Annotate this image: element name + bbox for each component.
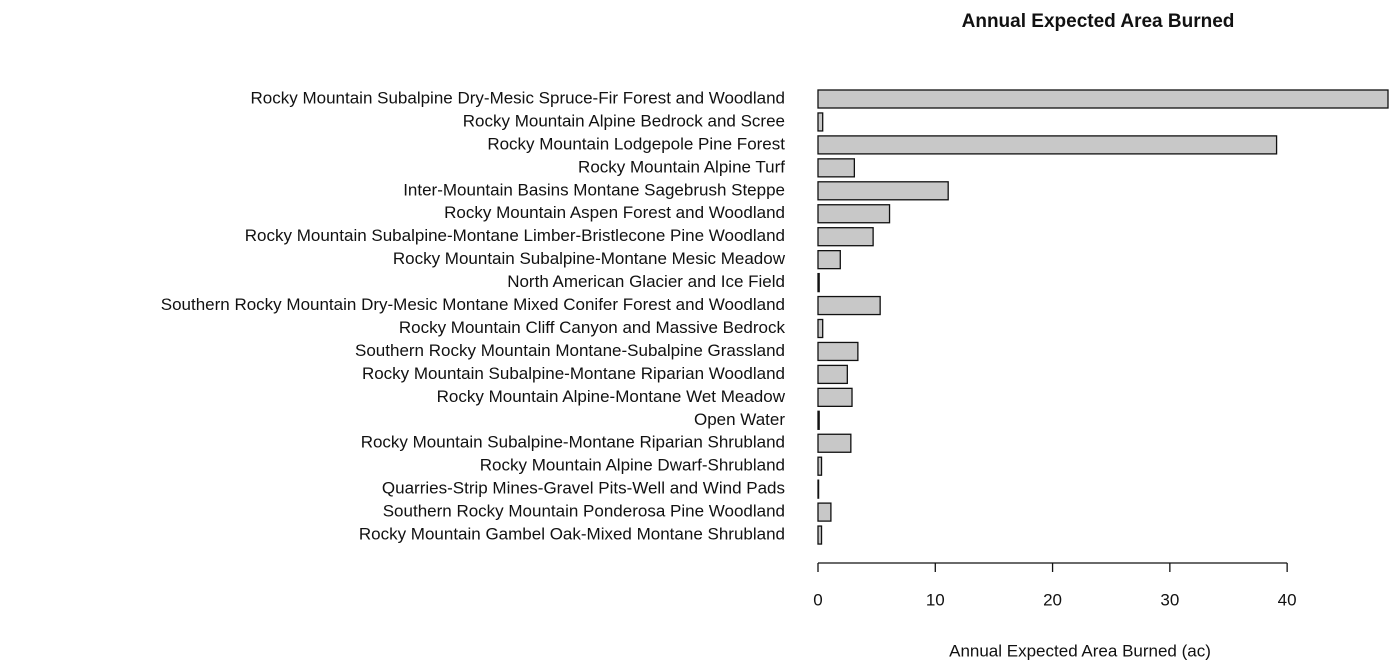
y-tick-label: Open Water [694, 410, 785, 429]
y-tick-label: Rocky Mountain Subalpine-Montane Riparia… [361, 433, 785, 452]
x-tick-label: 40 [1278, 590, 1297, 609]
bar [817, 479, 820, 499]
y-tick-label: Southern Rocky Mountain Ponderosa Pine W… [383, 502, 785, 521]
bar [817, 272, 820, 293]
y-tick-label: Rocky Mountain Subalpine Dry-Mesic Spruc… [251, 88, 785, 107]
bar [817, 204, 891, 224]
bar [817, 135, 1278, 155]
y-tick-label: Rocky Mountain Subalpine-Montane Riparia… [362, 364, 785, 383]
bar [817, 502, 832, 522]
bar [817, 364, 848, 385]
bar [817, 249, 841, 270]
bar [817, 387, 853, 408]
y-tick-label: Inter-Mountain Basins Montane Sagebrush … [403, 180, 785, 199]
bar [817, 318, 824, 339]
bar [817, 112, 824, 132]
y-tick-label: Rocky Mountain Alpine Turf [578, 157, 785, 176]
y-tick-label: Rocky Mountain Subalpine-Montane Limber-… [245, 226, 785, 245]
y-tick-label: Rocky Mountain Lodgepole Pine Forest [487, 134, 785, 153]
y-tick-label: North American Glacier and Ice Field [507, 272, 785, 291]
y-tick-label: Rocky Mountain Alpine-Montane Wet Meadow [437, 387, 786, 406]
y-tick-label: Rocky Mountain Gambel Oak-Mixed Montane … [359, 525, 785, 544]
y-tick-label: Southern Rocky Mountain Dry-Mesic Montan… [161, 295, 785, 314]
chart-title: Annual Expected Area Burned [962, 11, 1235, 32]
y-tick-label: Rocky Mountain Subalpine-Montane Mesic M… [393, 249, 786, 268]
x-tick-label: 10 [926, 590, 945, 609]
x-tick-label: 30 [1160, 590, 1179, 609]
bar [817, 89, 1389, 109]
y-tick-label: Southern Rocky Mountain Montane-Subalpin… [355, 341, 785, 360]
bar [817, 410, 820, 430]
x-tick-label: 0 [813, 590, 822, 609]
bar [817, 525, 823, 545]
bar [817, 181, 949, 201]
bar [817, 295, 881, 316]
bar [817, 158, 856, 178]
bar [817, 227, 874, 247]
bar [817, 341, 859, 362]
x-axis-label: Annual Expected Area Burned (ac) [949, 641, 1211, 660]
y-tick-label: Rocky Mountain Alpine Dwarf-Shrubland [480, 456, 785, 475]
y-tick-label: Rocky Mountain Aspen Forest and Woodland [444, 203, 785, 222]
y-tick-label: Rocky Mountain Cliff Canyon and Massive … [399, 318, 786, 337]
bar [817, 456, 823, 476]
y-tick-label: Quarries-Strip Mines-Gravel Pits-Well an… [382, 479, 785, 498]
bar [817, 433, 852, 453]
y-tick-label: Rocky Mountain Alpine Bedrock and Scree [463, 111, 785, 130]
x-tick-label: 20 [1043, 590, 1062, 609]
